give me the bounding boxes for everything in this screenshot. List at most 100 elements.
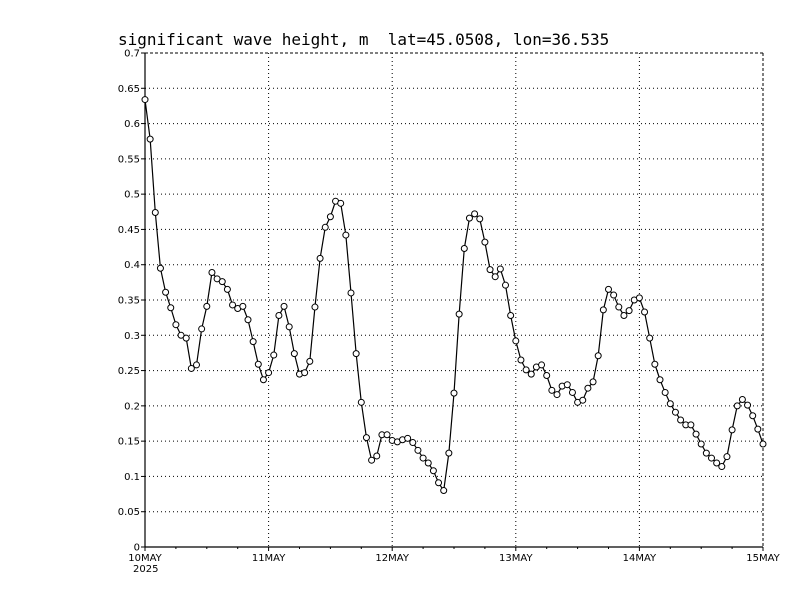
data-point [620,312,628,320]
data-point [146,135,154,143]
y-tick-label: 0.2 [124,401,140,412]
x-tick-label: 13MAY [499,553,533,564]
data-point [599,306,607,314]
y-tick-label: 0.35 [118,296,140,307]
data-point [429,467,437,475]
data-point [527,370,535,378]
data-point [749,412,757,420]
data-point [568,388,576,396]
data-point [605,285,612,293]
data-point [512,337,520,345]
x-tick-label: 14MAY [623,553,657,564]
y-tick-label: 0.6 [124,119,140,130]
data-point [259,376,267,384]
data-point [357,398,365,406]
data-point [368,456,376,464]
y-tick-label: 0.15 [118,437,140,448]
data-point [229,301,237,309]
data-point [193,361,200,369]
data-point [759,440,767,448]
data-point [517,356,525,364]
data-point [301,369,309,377]
y-tick-label: 0.55 [118,154,140,165]
data-point [414,446,422,454]
data-point [460,244,468,252]
data-point [697,440,705,448]
y-tick-label: 0.65 [118,84,140,95]
y-tick-label: 0.45 [118,225,140,236]
data-point [450,389,458,397]
data-point [290,350,298,358]
data-point [362,434,370,442]
data-point [651,360,659,368]
data-point [141,96,149,104]
data-point [708,454,715,462]
data-point [481,238,489,246]
data-point [404,434,412,442]
series-points [141,96,767,495]
data-point [677,416,685,424]
data-point [172,321,180,329]
data-point [373,452,381,460]
data-point [692,430,700,438]
data-point [316,254,324,262]
data-point [182,334,190,342]
data-point [671,408,679,416]
grid [145,53,763,547]
data-point [666,400,674,408]
data-point [723,453,731,461]
data-point [218,278,226,286]
data-point [435,479,443,487]
data-point [198,325,206,333]
data-point [713,459,721,467]
data-point [641,308,649,316]
data-point [476,215,484,223]
data-point [342,231,350,239]
data-point [337,199,345,207]
data-point [471,210,479,218]
data-point [445,449,453,457]
data-point [409,439,417,447]
y-tick-label: 0.3 [124,331,140,342]
data-point [285,323,293,331]
data-point [579,396,587,404]
data-point [625,307,633,315]
data-point [383,431,391,439]
data-point [239,302,247,310]
data-point [754,425,762,433]
data-point [548,386,556,394]
data-point [465,214,473,222]
data-point [635,294,643,302]
data-point [424,459,432,467]
chart-title: significant wave height, m lat=45.0508, … [118,30,610,49]
x-year-label: 2025 [133,564,158,575]
data-point [738,396,746,404]
data-point [156,264,164,272]
data-point [326,213,334,221]
data-point [419,454,427,462]
data-point [718,463,726,471]
data-point [440,487,448,495]
data-point [538,361,546,369]
data-point [352,350,360,358]
data-point [151,208,159,216]
y-tick-label: 0.1 [124,472,140,483]
data-point [270,351,278,359]
data-point [162,288,170,296]
y-tick-label: 0.25 [118,366,140,377]
data-point [656,376,664,384]
data-point [646,334,654,342]
data-point [543,372,551,380]
data-point [223,285,231,293]
data-point [244,316,252,324]
data-point [553,391,561,399]
x-tick-label: 11MAY [252,553,286,564]
data-point [347,289,355,297]
data-point [203,302,211,310]
x-tick-label: 10MAY [128,553,162,564]
data-point [311,303,319,311]
data-point [702,449,710,457]
data-point [455,310,463,318]
data-point [615,303,623,311]
